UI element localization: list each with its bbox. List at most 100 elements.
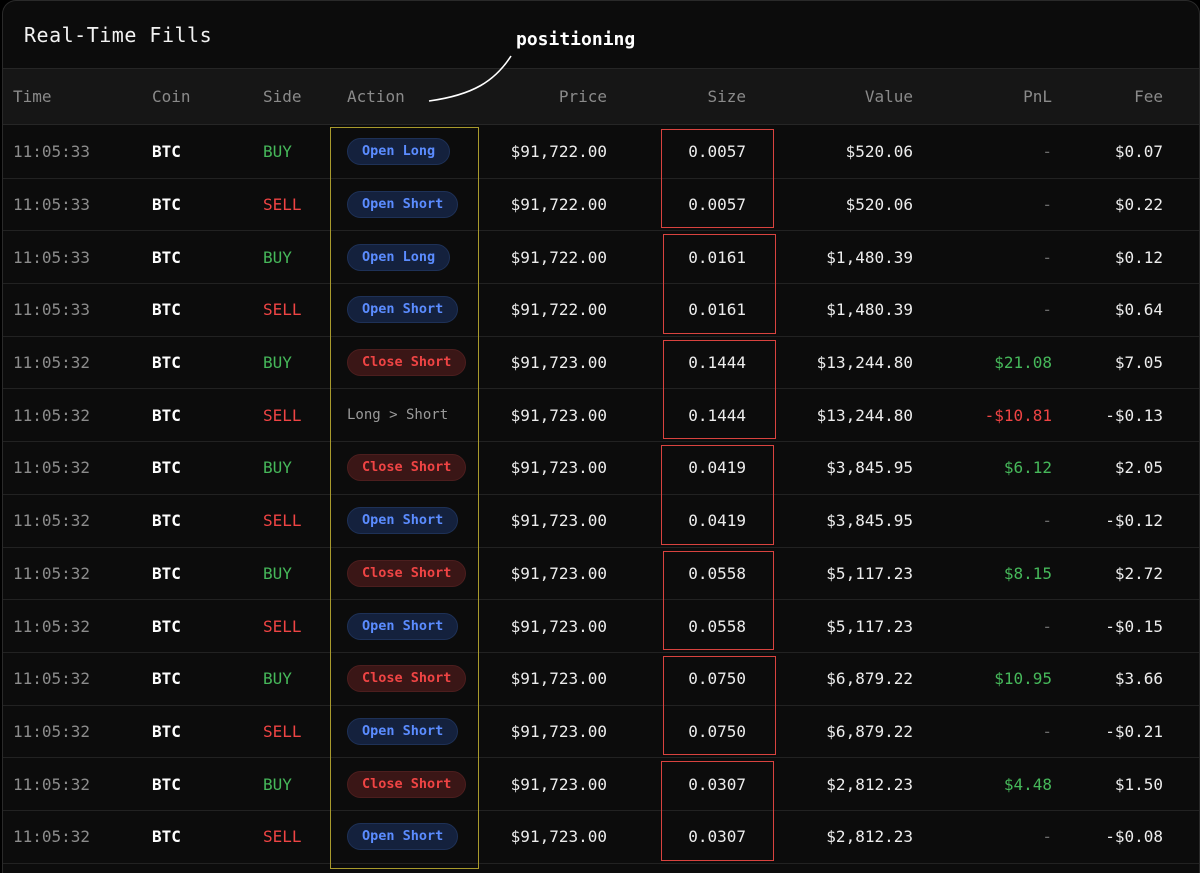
open-short-badge: Open Short (347, 823, 459, 851)
fill-fee: -$0.21 (1105, 721, 1163, 741)
fill-time: 11:05:32 (13, 511, 91, 531)
fill-value: $1,480.39 (826, 247, 913, 267)
table-row[interactable]: 11:05:32 BTC SELL Long > Short $91,723.00 0.1… (3, 389, 1199, 443)
fill-time: 11:05:32 (13, 721, 91, 741)
table-row[interactable]: 11:05:33 BTC BUY Open Long $91,722.00 0.0161 $… (3, 231, 1199, 285)
fill-action-cell: Open Short (347, 706, 477, 758)
fill-price: $91,723.00 (510, 353, 607, 373)
fill-fee: $0.22 (1114, 195, 1163, 215)
open-long-badge: Open Long (347, 138, 451, 166)
fill-action-cell: Open Short (347, 179, 477, 231)
fill-price: $91,722.00 (510, 142, 607, 162)
fill-size: 0.0161 (688, 247, 746, 267)
annotation-label: positioning (516, 29, 636, 50)
table-row[interactable]: 11:05:32 BTC BUY Close Short $91,723.00 0.055… (3, 548, 1199, 601)
fill-time: 11:05:32 (13, 616, 91, 636)
fill-pnl: $21.08 (994, 353, 1052, 373)
table-row[interactable]: 11:05:33 BTC BUY Open Long $91,722.00 0.0057 $… (3, 126, 1199, 179)
header-size[interactable]: Size (707, 87, 746, 106)
open-short-badge: Open Short (347, 191, 459, 219)
fill-coin: BTC (152, 195, 181, 215)
fill-side: BUY (263, 353, 292, 373)
fill-side: SELL (263, 511, 302, 531)
fill-time: 11:05:32 (13, 405, 91, 425)
fill-price: $91,723.00 (510, 405, 607, 425)
fill-pnl: $6.12 (1003, 458, 1052, 478)
fill-size: 0.0161 (688, 300, 746, 320)
fill-side: BUY (263, 669, 292, 689)
fill-price: $91,723.00 (510, 458, 607, 478)
close-short-badge: Close Short (347, 665, 467, 693)
fill-action-cell: Open Short (347, 495, 477, 547)
table-row[interactable]: 11:05:32 BTC SELL Open Short $91,723.00 0.041… (3, 495, 1199, 548)
header-time[interactable]: Time (13, 87, 52, 106)
panel-title: Real-Time Fills (24, 23, 213, 47)
fill-coin: BTC (152, 511, 181, 531)
open-short-badge: Open Short (347, 717, 459, 745)
fill-action-cell: Open Long (347, 231, 477, 283)
fill-size: 0.1444 (688, 405, 746, 425)
table-header: Time Coin Side Action Price Size Value P… (3, 69, 1199, 125)
fill-coin: BTC (152, 669, 181, 689)
fill-price: $91,722.00 (510, 300, 607, 320)
header-value[interactable]: Value (864, 87, 913, 106)
header-coin[interactable]: Coin (152, 87, 191, 106)
fill-value: $5,117.23 (826, 563, 913, 583)
fill-pnl: - (1042, 827, 1052, 847)
fill-value: $6,879.22 (826, 669, 913, 689)
fill-side: SELL (263, 300, 302, 320)
fill-price: $91,723.00 (510, 774, 607, 794)
fill-pnl: $4.48 (1003, 774, 1052, 794)
table-row[interactable]: 11:05:32 BTC BUY Close Short $91,723.00 0.075… (3, 653, 1199, 706)
table-row[interactable]: 11:05:32 BTC BUY Close Short $91,723.00 0.030… (3, 758, 1199, 811)
fills-table-body: 11:05:33 BTC BUY Open Long $91,722.00 0.0057 $… (3, 126, 1199, 864)
fill-value: $2,812.23 (826, 827, 913, 847)
fill-side: SELL (263, 195, 302, 215)
fill-time: 11:05:32 (13, 669, 91, 689)
fill-coin: BTC (152, 300, 181, 320)
fill-fee: $0.07 (1114, 142, 1163, 162)
fill-pnl: - (1042, 616, 1052, 636)
close-short-badge: Close Short (347, 770, 467, 798)
header-pnl[interactable]: PnL (1023, 87, 1052, 106)
header-action[interactable]: Action (347, 87, 405, 106)
fill-coin: BTC (152, 616, 181, 636)
fill-side: SELL (263, 616, 302, 636)
fill-action-cell: Close Short (347, 758, 477, 810)
header-price[interactable]: Price (558, 87, 607, 106)
fill-size: 0.0558 (688, 563, 746, 583)
fill-pnl: - (1042, 511, 1052, 531)
fill-time: 11:05:32 (13, 563, 91, 583)
table-row[interactable]: 11:05:32 BTC SELL Open Short $91,723.00 0.030… (3, 811, 1199, 864)
table-row[interactable]: 11:05:33 BTC SELL Open Short $91,722.00 0.016… (3, 284, 1199, 337)
fill-price: $91,723.00 (510, 827, 607, 847)
fill-pnl: $10.95 (994, 669, 1052, 689)
fill-action-cell: Open Short (347, 600, 477, 652)
fill-action-cell: Close Short (347, 337, 477, 389)
fill-value: $13,244.80 (816, 353, 913, 373)
fill-fee: -$0.15 (1105, 616, 1163, 636)
fill-coin: BTC (152, 563, 181, 583)
table-row[interactable]: 11:05:32 BTC BUY Close Short $91,723.00 0.041… (3, 442, 1199, 495)
fill-time: 11:05:33 (13, 300, 91, 320)
fill-action-cell: Close Short (347, 548, 477, 600)
fill-time: 11:05:33 (13, 142, 91, 162)
fill-pnl: - (1042, 721, 1052, 741)
fill-pnl: -$10.81 (984, 405, 1052, 425)
fill-side: SELL (263, 827, 302, 847)
table-row[interactable]: 11:05:33 BTC SELL Open Short $91,722.00 0.005… (3, 179, 1199, 232)
fill-pnl: - (1042, 247, 1052, 267)
fill-time: 11:05:32 (13, 458, 91, 478)
table-row[interactable]: 11:05:32 BTC SELL Open Short $91,723.00 0.055… (3, 600, 1199, 653)
flip-action-label: Long > Short (347, 407, 449, 424)
header-side[interactable]: Side (263, 87, 302, 106)
table-row[interactable]: 11:05:32 BTC BUY Close Short $91,723.00 0.144… (3, 337, 1199, 390)
header-fee[interactable]: Fee (1134, 87, 1163, 106)
open-long-badge: Open Long (347, 243, 451, 271)
fill-value: $520.06 (845, 195, 913, 215)
fill-price: $91,723.00 (510, 563, 607, 583)
fill-coin: BTC (152, 458, 181, 478)
table-row[interactable]: 11:05:32 BTC SELL Open Short $91,723.00 0.075… (3, 706, 1199, 759)
fill-value: $3,845.95 (826, 511, 913, 531)
fill-pnl: - (1042, 142, 1052, 162)
